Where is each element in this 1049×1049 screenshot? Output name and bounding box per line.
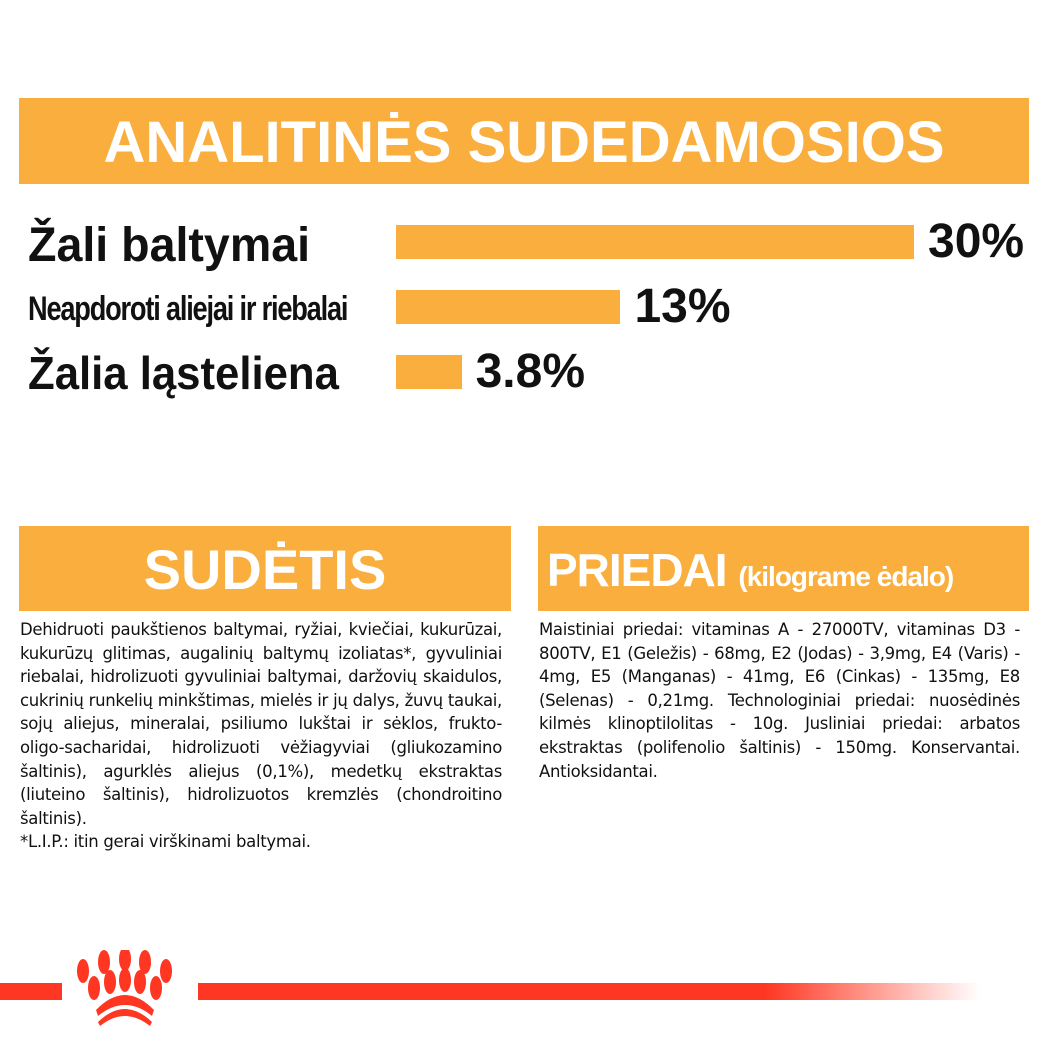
priedai-text: Maistiniai priedai: vitaminas A - 27000T… bbox=[539, 620, 1020, 781]
priedai-header: PRIEDAI (kilograme ėdalo) bbox=[538, 526, 1029, 611]
ingredients-note: *L.I.P.: itin gerai virškinami baltymai. bbox=[20, 832, 311, 852]
sudetis-title: SUDĖTIS bbox=[143, 538, 387, 601]
bar-label: Neapdoroti aliejai ir riebalai bbox=[28, 290, 348, 328]
value-label: 13% bbox=[634, 280, 731, 333]
bar-label: Žali baltymai bbox=[28, 219, 311, 272]
bar bbox=[396, 355, 462, 389]
priedai-title: PRIEDAI bbox=[547, 544, 728, 596]
sudetis-header: SUDĖTIS bbox=[19, 526, 511, 611]
bar bbox=[396, 225, 914, 259]
royal-canin-crown-logo bbox=[62, 947, 198, 1040]
value-label: 30% bbox=[928, 215, 1025, 268]
priedai-subtitle: (kilograme ėdalo) bbox=[738, 561, 954, 592]
analysis-header: ANALITINĖS SUDEDAMOSIOS DALYS bbox=[19, 98, 1029, 265]
bar bbox=[396, 290, 621, 324]
footer-line bbox=[0, 983, 980, 1000]
bar-label: Žalia ląsteliena bbox=[28, 347, 339, 399]
value-label: 3.8% bbox=[475, 345, 586, 398]
sudetis-text: Dehidruoti paukštienos baltymai, ryžiai,… bbox=[20, 618, 502, 854]
ingredients: Dehidruoti paukštienos baltymai, ryžiai,… bbox=[20, 620, 502, 828]
